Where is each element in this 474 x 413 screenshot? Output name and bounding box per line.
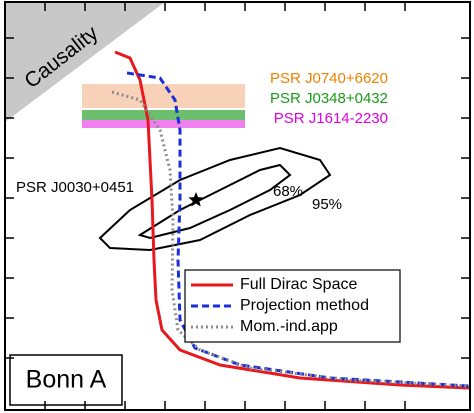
legend-label: Full Dirac Space: [240, 276, 357, 293]
legend: [184, 269, 401, 343]
contour-label: 95%: [312, 196, 342, 213]
causality-region: [5, 2, 165, 122]
band: [82, 110, 245, 120]
band-label: PSR J1614-2230: [274, 110, 388, 127]
contour-name: PSR J0030+0451: [16, 179, 134, 196]
plot-frame: [4, 1, 471, 411]
series-line: [111, 90, 470, 388]
series-line: [114, 50, 470, 390]
band: [82, 120, 245, 128]
star: [188, 192, 204, 207]
annotation-box: [9, 354, 123, 406]
band-label: PSR J0348+0432: [270, 90, 388, 107]
legend-label: Mom.-ind.app: [240, 318, 338, 335]
series-line: [126, 71, 470, 388]
legend-label: Projection method: [240, 297, 369, 314]
band-label: PSR J0740+6620: [270, 70, 388, 87]
contour-label: 68%: [273, 183, 303, 200]
contour: [137, 163, 292, 240]
contour: [98, 146, 332, 252]
band: [82, 84, 245, 108]
annotation: Bonn A: [26, 366, 107, 394]
